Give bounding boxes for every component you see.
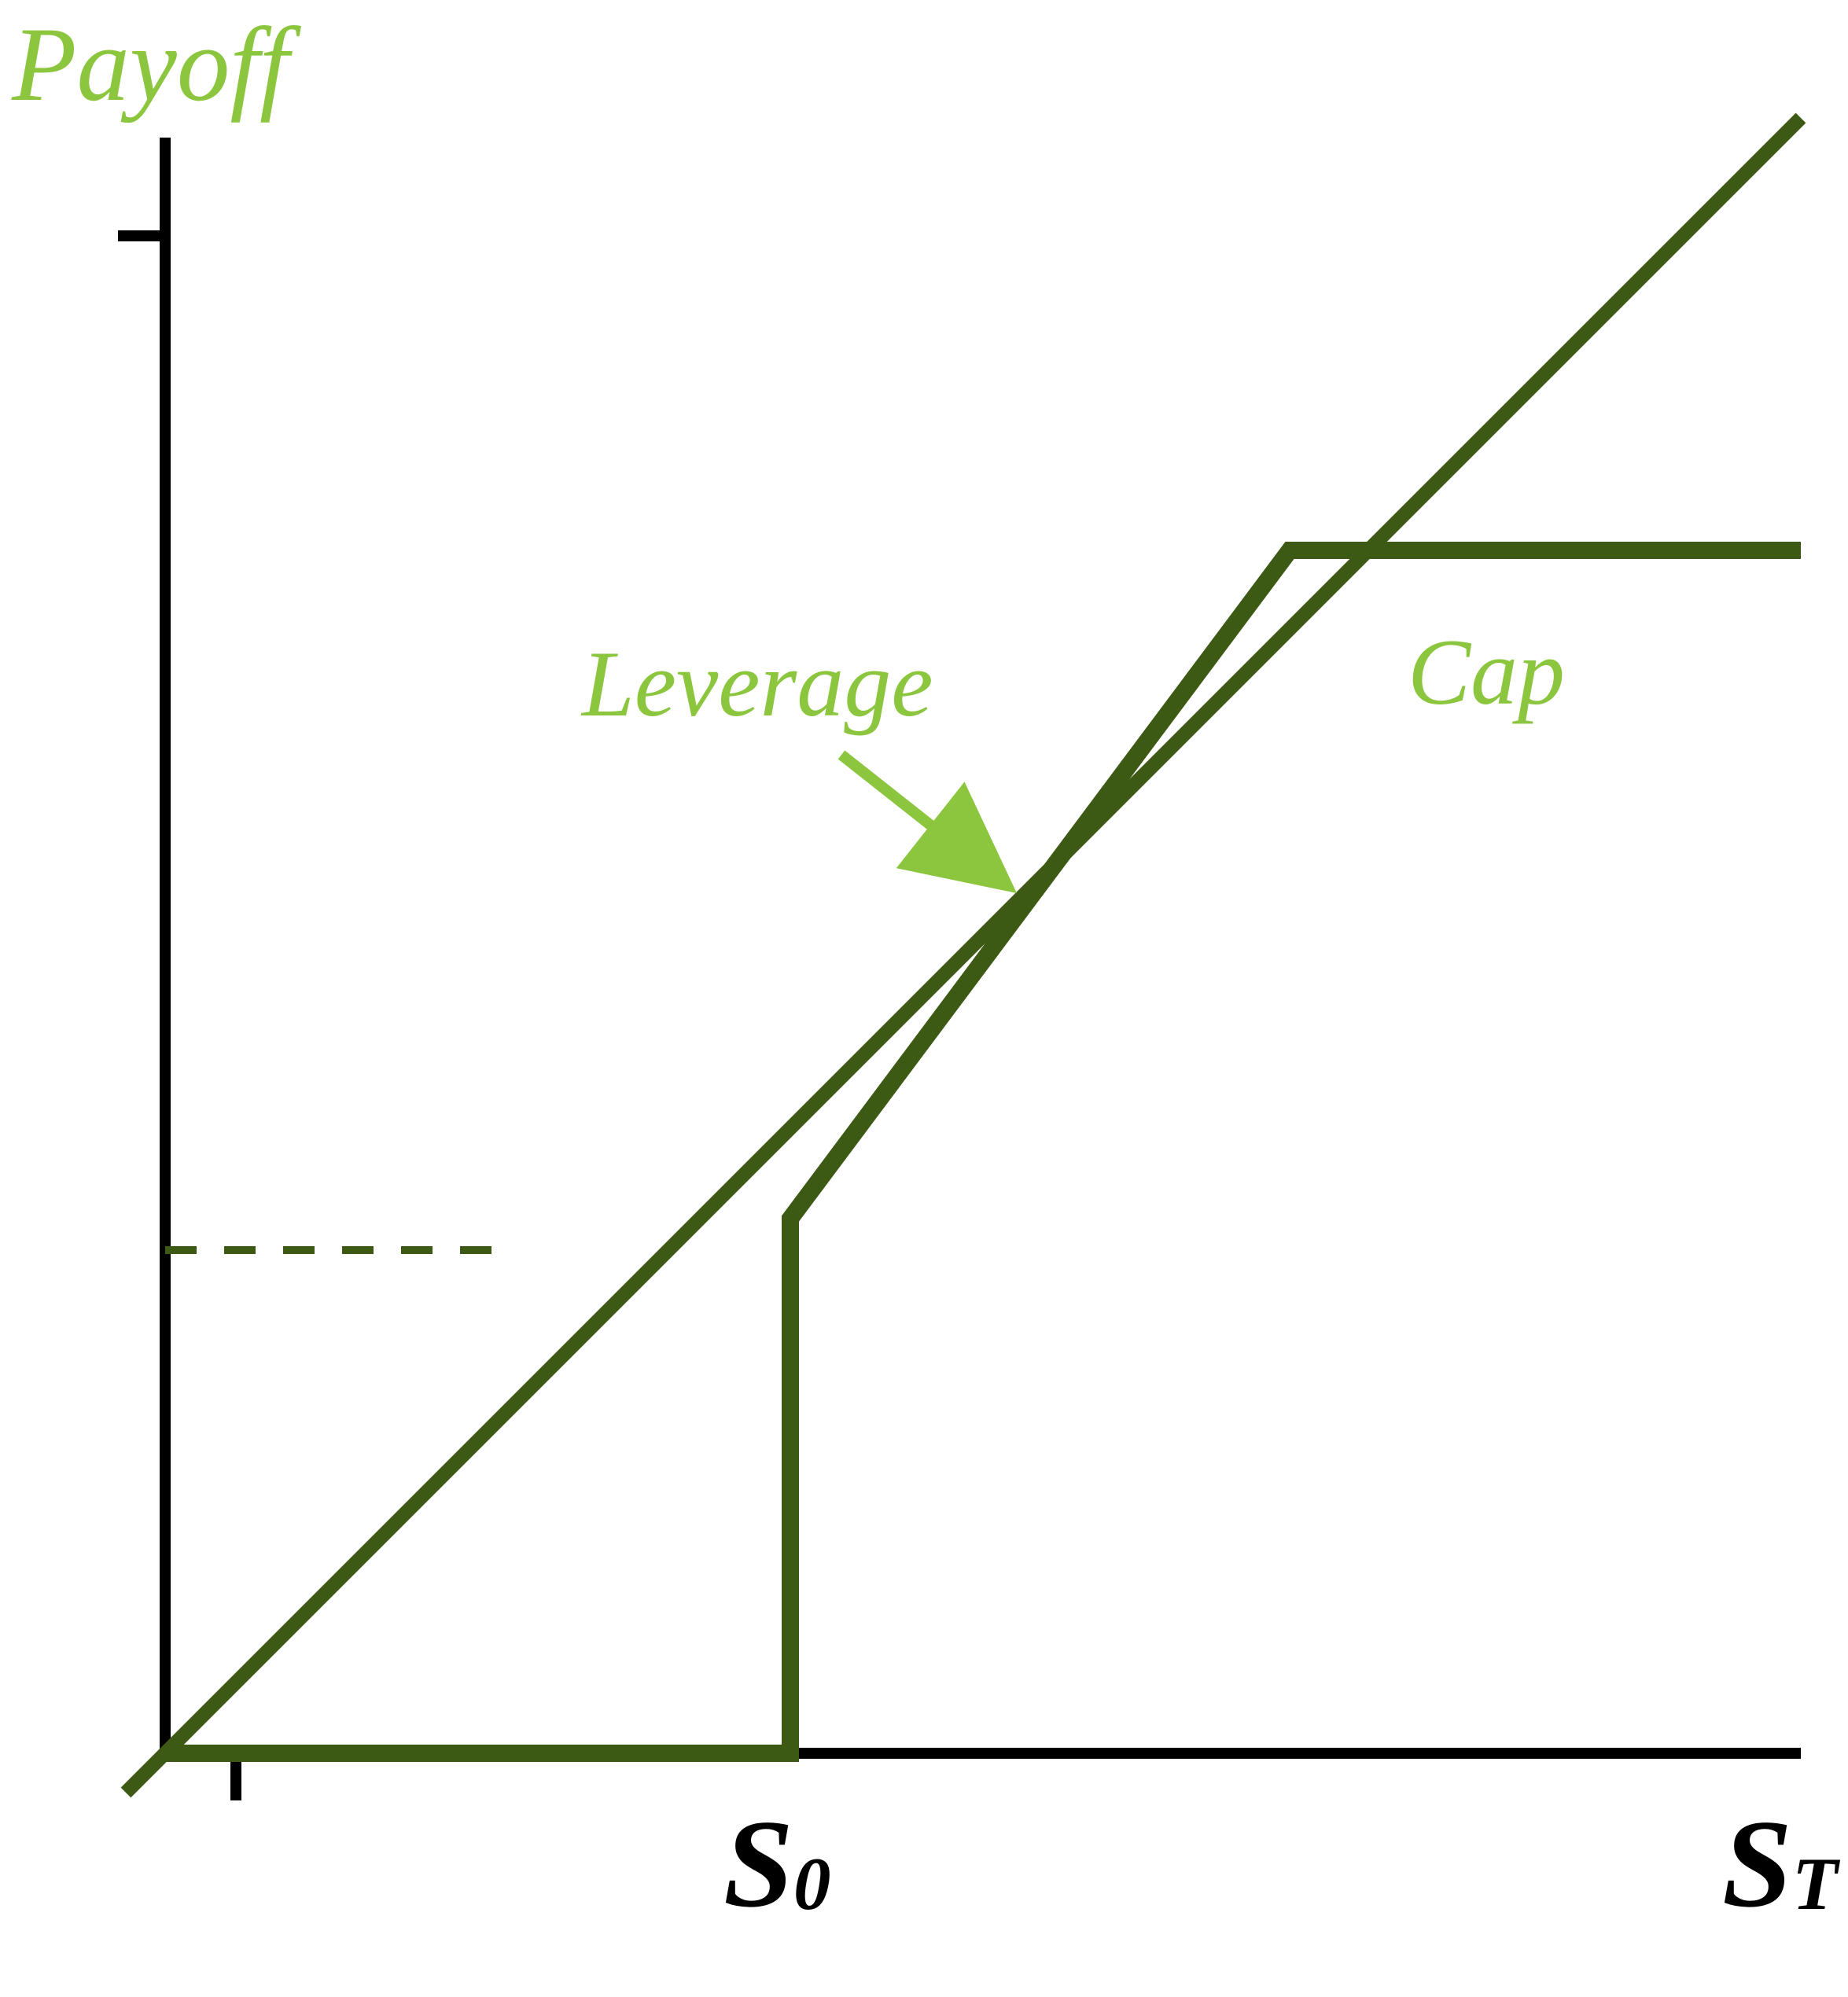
leverage-label: Leverage [582, 637, 933, 731]
leverage-arrow [841, 755, 991, 873]
payoff-diagram: Payoff Leverage Cap S0 ST [0, 0, 1848, 1997]
sT-S: S [1722, 1793, 1792, 1933]
s0-S: S [723, 1793, 793, 1933]
cap-label: Cap [1408, 625, 1565, 719]
underlying-line [126, 118, 1801, 1793]
s0-subscript: 0 [793, 1842, 831, 1925]
plot-svg [0, 0, 1848, 1997]
sT-label: ST [1722, 1800, 1838, 1926]
y-axis-label: Payoff [12, 12, 289, 118]
sT-subscript: T [1792, 1842, 1838, 1925]
s0-label: S0 [723, 1800, 830, 1926]
product-payoff-line [165, 550, 1801, 1753]
